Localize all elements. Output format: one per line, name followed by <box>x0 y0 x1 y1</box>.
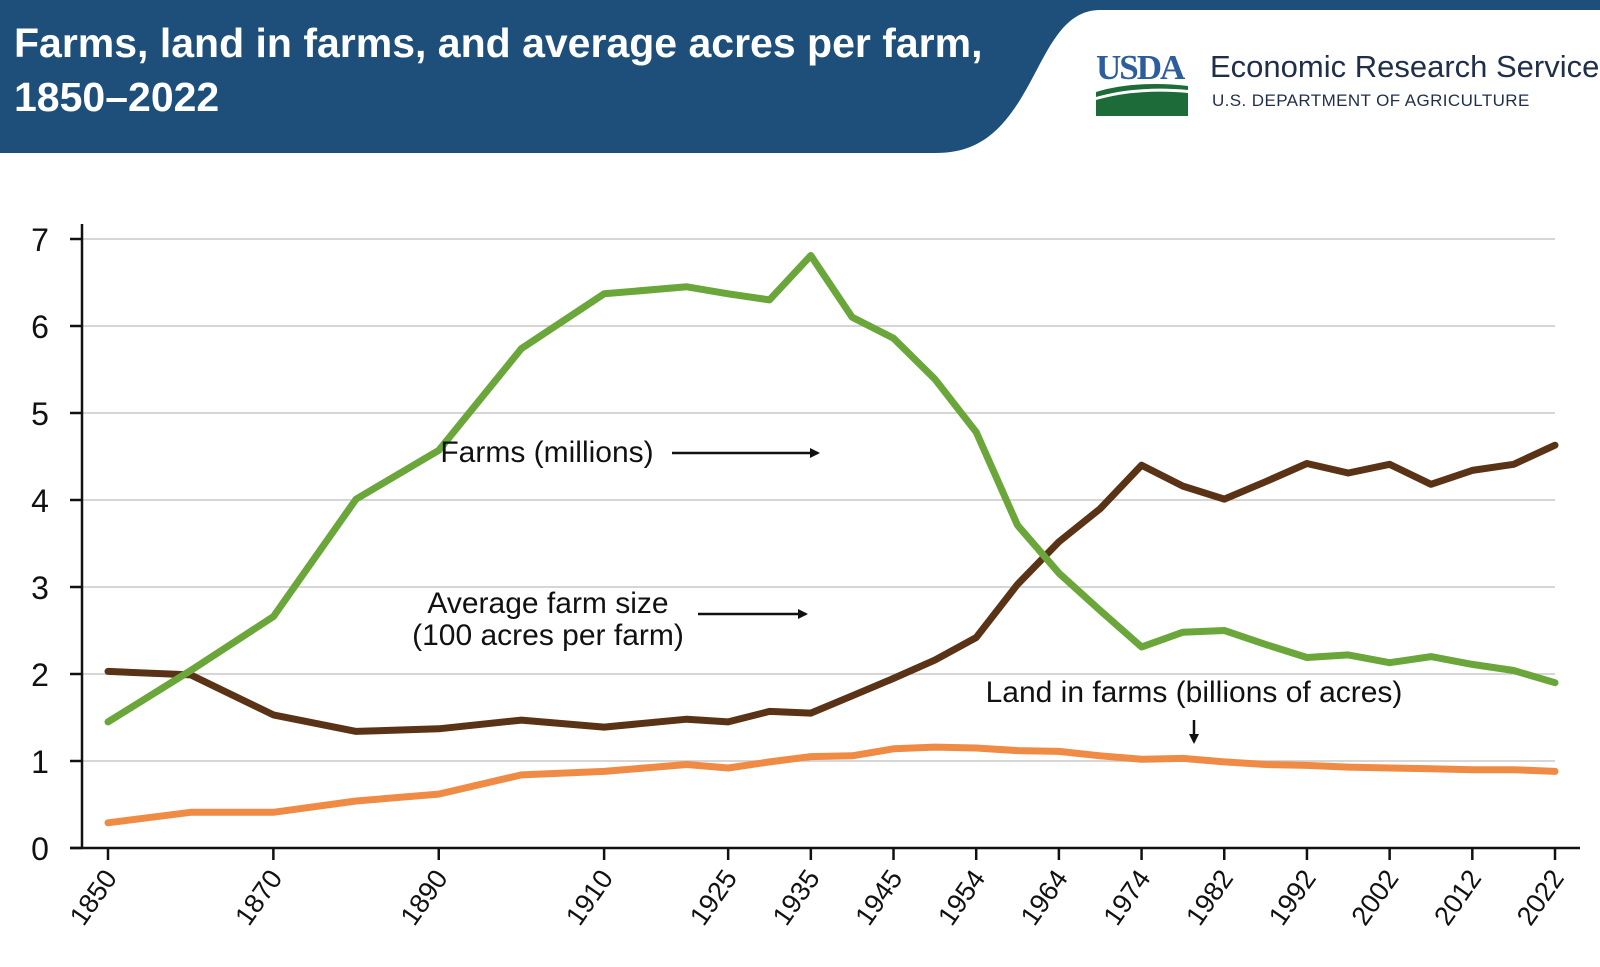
x-tick-label: 1982 <box>1180 864 1239 930</box>
x-tick-label: 2002 <box>1346 864 1405 930</box>
annotation-farms: Farms (millions) <box>440 436 820 469</box>
x-tick-label: 1925 <box>684 864 743 930</box>
annotation-label: (100 acres per farm) <box>412 619 684 652</box>
x-tick-label: 1964 <box>1015 864 1074 930</box>
y-tick-label: 5 <box>31 396 49 432</box>
annotations: Farms (millions) Average farm size(100 ac… <box>412 436 1403 744</box>
y-tick-label: 6 <box>31 309 49 345</box>
annotation-label: Average farm size <box>427 587 668 620</box>
series-lines <box>104 252 1559 827</box>
y-tick-label: 1 <box>31 744 49 780</box>
x-tick-label: 1954 <box>932 864 991 930</box>
chart-title: Farms, land in farms, and average acres … <box>14 20 983 120</box>
series-line-land-in-farms <box>104 743 1559 827</box>
y-tick-label: 4 <box>31 483 49 519</box>
x-tick-label: 1974 <box>1097 864 1156 930</box>
agency-subtitle: U.S. DEPARTMENT OF AGRICULTURE <box>1212 91 1530 110</box>
annotation-land-in-farms: Land in farms (billions of acres) <box>986 676 1403 744</box>
x-tick-label: 1890 <box>395 864 454 930</box>
x-tick-label: 1992 <box>1263 864 1322 930</box>
y-tick-label: 7 <box>31 222 49 258</box>
x-tick-label: 1910 <box>560 864 619 930</box>
grid-lines <box>82 238 1555 762</box>
x-tick-label: 1870 <box>229 864 288 930</box>
x-tick-label: 1945 <box>849 864 908 930</box>
annotation-average-farm-size: Average farm size(100 acres per farm) <box>412 587 808 652</box>
x-tick-label: 2022 <box>1511 864 1570 930</box>
series-line-farms <box>104 252 1559 726</box>
y-tick-label: 3 <box>31 570 49 606</box>
x-tick-label: 1850 <box>64 864 123 930</box>
axes: 0 1 2 3 4 5 6 7 1850 1870 1890 1910 1925 1935 1945 1954… <box>31 222 1580 931</box>
header-band <box>0 0 1600 153</box>
usda-logo-mark <box>1096 84 1188 116</box>
y-tick-label: 2 <box>31 657 49 693</box>
x-tick-label: 2012 <box>1428 864 1487 930</box>
y-tick-label: 0 <box>31 831 49 867</box>
annotation-label: Farms (millions) <box>440 436 653 469</box>
agency-name: Economic Research Service <box>1210 49 1600 84</box>
annotation-label: Land in farms (billions of acres) <box>986 676 1403 709</box>
series-line-average-farm-size <box>104 441 1559 735</box>
header-band-shape <box>0 0 1600 153</box>
x-tick-label: 1935 <box>767 864 826 930</box>
usda-logo: USDA <box>1096 50 1188 116</box>
usda-logo-text: USDA <box>1096 48 1185 87</box>
